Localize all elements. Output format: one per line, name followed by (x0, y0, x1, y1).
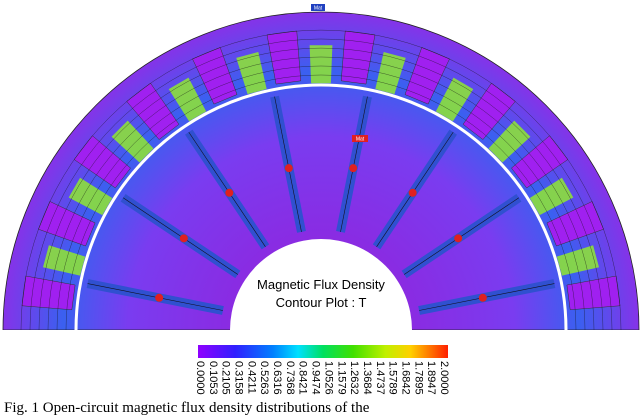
bridge (155, 294, 163, 302)
bridge (454, 234, 462, 242)
bridge (479, 294, 487, 302)
colorbar-tick-label: 1.5789 (387, 361, 399, 395)
colorbar-tick-label: 0.8421 (297, 361, 309, 395)
colorbar-tick-label: 1.6842 (399, 361, 411, 395)
colorbar-tick-label: 1.2632 (348, 361, 360, 395)
bridge (225, 189, 233, 197)
colorbar-tick-label: 1.7895 (412, 361, 424, 395)
colorbar-tick-label: 2.0000 (438, 361, 450, 395)
colorbar-tick-label: 0.2105 (220, 361, 232, 395)
colorbar-tick-label: 0.7368 (284, 361, 296, 395)
colorbar-tick-label: 0.4211 (245, 361, 257, 394)
colorbar-tick-label: 1.3684 (361, 361, 373, 395)
colorbar-tick-label: 0.0000 (194, 361, 206, 395)
figure: Mat Mat Magnetic Flux Density Contour Pl… (0, 0, 642, 418)
caption: Fig. 1 Open-circuit magnetic flux densit… (4, 400, 370, 416)
colorbar-tick-label: 1.8947 (425, 361, 437, 395)
plot-label: Magnetic Flux Density (257, 277, 385, 292)
colorbar-tick-label: 0.5263 (258, 361, 270, 395)
plot-label: Contour Plot : T (276, 295, 367, 310)
colorbar-tick-label: 1.1579 (335, 361, 347, 395)
cut (0, 330, 642, 344)
colorbar-tick-label: 0.6316 (271, 361, 283, 395)
colorbar-tick-label: 1.0526 (322, 361, 334, 395)
stator-tooth (310, 45, 333, 83)
colorbar-tick-label: 0.3158 (233, 361, 245, 395)
colorbar-tick-label: 1.4737 (374, 361, 386, 395)
colorbar (198, 345, 448, 358)
bridge (349, 164, 357, 172)
bridge (180, 234, 188, 242)
bridge (409, 189, 417, 197)
mat-label: Mat (356, 137, 365, 143)
colorbar-tick-label: 0.1053 (207, 361, 219, 395)
bridge (285, 164, 293, 172)
colorbar-tick-label: 0.9474 (310, 361, 322, 395)
mat-label: Mat (314, 6, 323, 12)
